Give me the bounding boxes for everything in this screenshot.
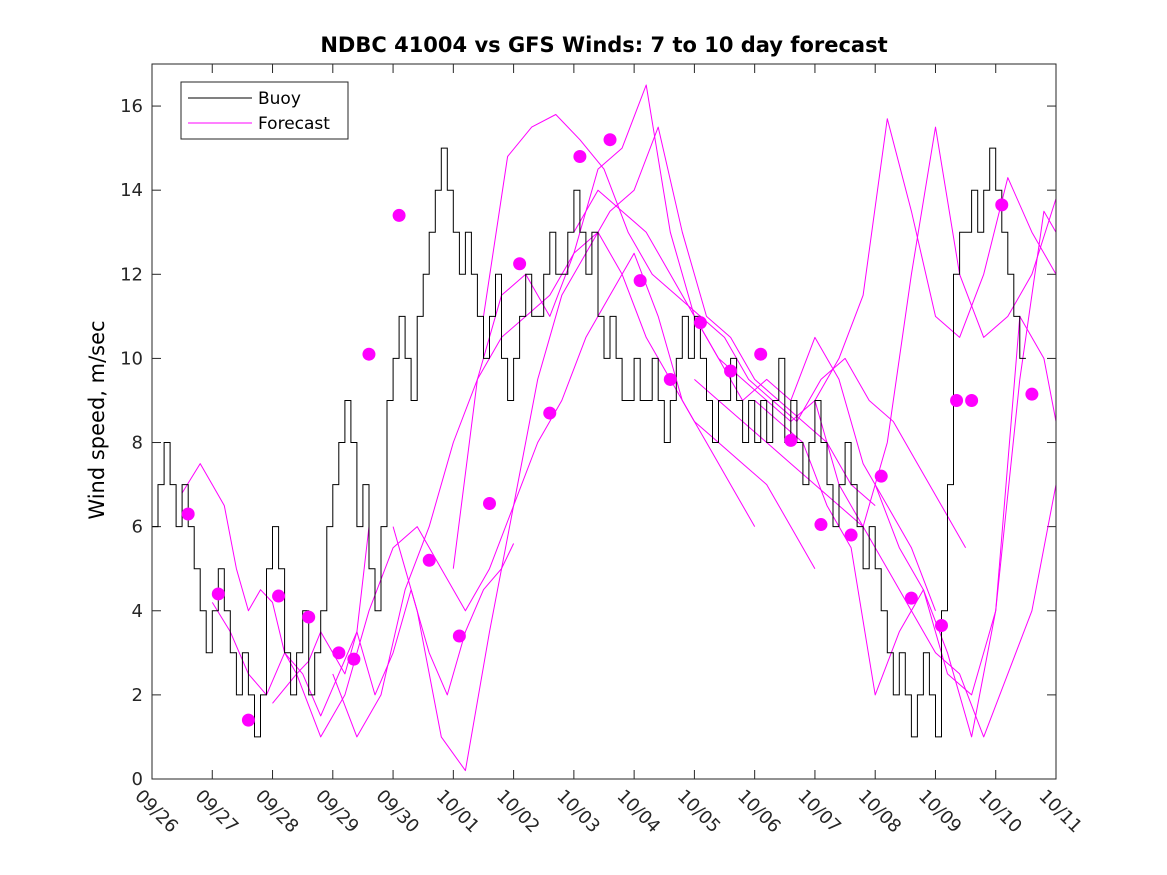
- forecast-marker: [347, 652, 361, 666]
- forecast-lines: [181, 84, 1057, 772]
- forecast-line: [754, 315, 1057, 696]
- forecast-marker: [904, 591, 918, 605]
- forecast-marker: [844, 528, 858, 542]
- forecast-marker: [482, 497, 496, 511]
- y-tick-label: 14: [120, 180, 143, 201]
- y-tick-label: 10: [120, 348, 143, 369]
- y-axis-ticks: 0 2 4 6 8 10 12 14 16: [120, 96, 1056, 790]
- forecast-marker: [181, 507, 195, 521]
- forecast-marker: [965, 393, 979, 407]
- y-axis-label: Wind speed, m/sec: [85, 320, 109, 519]
- forecast-marker: [422, 553, 436, 567]
- y-tick-label: 12: [120, 264, 143, 285]
- forecast-line: [874, 210, 1057, 738]
- forecast-marker: [934, 618, 948, 632]
- forecast-marker: [784, 433, 798, 447]
- forecast-marker: [603, 133, 617, 147]
- forecast-marker: [950, 393, 964, 407]
- buoy-line: [152, 147, 1026, 738]
- forecast-line: [814, 126, 1057, 528]
- forecast-marker: [663, 372, 677, 386]
- forecast-marker: [543, 406, 557, 420]
- y-tick-label: 6: [132, 517, 143, 538]
- forecast-marker: [302, 610, 316, 624]
- forecast-marker: [995, 198, 1009, 212]
- legend-buoy-label: Buoy: [258, 89, 301, 109]
- forecast-marker: [1025, 387, 1039, 401]
- y-tick-label: 16: [120, 96, 143, 117]
- chart-title: NDBC 41004 vs GFS Winds: 7 to 10 day for…: [320, 33, 887, 57]
- forecast-line: [483, 114, 967, 548]
- forecast-marker: [452, 629, 466, 643]
- plot-background: [152, 64, 1056, 779]
- y-tick-label: 2: [132, 685, 143, 706]
- forecast-marker: [272, 589, 286, 603]
- forecast-line: [181, 463, 370, 675]
- forecast-marker: [211, 587, 225, 601]
- legend-box: [180, 81, 349, 140]
- legend: Buoy Forecast: [180, 81, 349, 140]
- forecast-marker: [392, 208, 406, 222]
- forecast-marker: [633, 274, 647, 288]
- forecast-marker: [724, 364, 738, 378]
- forecast-marker: [754, 347, 768, 361]
- forecast-markers: [181, 133, 1039, 727]
- forecast-marker: [241, 713, 255, 727]
- y-tick-label: 0: [132, 769, 143, 790]
- legend-forecast-label: Forecast: [258, 114, 330, 134]
- forecast-marker: [874, 469, 888, 483]
- y-tick-label: 4: [132, 601, 143, 622]
- forecast-marker: [814, 518, 828, 532]
- y-tick-label: 8: [132, 433, 143, 454]
- forecast-marker: [362, 347, 376, 361]
- forecast-marker: [693, 316, 707, 330]
- forecast-marker: [513, 257, 527, 271]
- forecast-line: [392, 126, 876, 772]
- plot-frame: [151, 63, 1057, 780]
- forecast-marker: [332, 646, 346, 660]
- buoy-line-group: [152, 147, 1026, 738]
- forecast-line: [211, 543, 515, 717]
- forecast-marker: [573, 150, 587, 164]
- plot-area: 09/26 09/27 09/28 09/29 09/30 10/01 10/02 10/03…: [120, 63, 1086, 837]
